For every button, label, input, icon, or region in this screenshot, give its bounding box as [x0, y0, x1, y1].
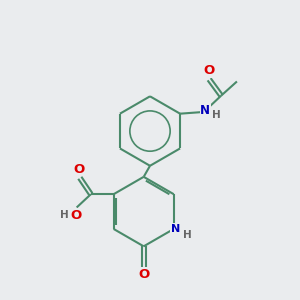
Text: O: O	[203, 64, 214, 77]
Text: H: H	[60, 210, 69, 220]
Text: H: H	[212, 110, 221, 120]
Text: O: O	[138, 268, 149, 281]
Text: H: H	[183, 230, 191, 240]
Text: O: O	[74, 163, 85, 176]
Text: O: O	[70, 209, 82, 222]
Text: N: N	[200, 104, 210, 117]
Text: N: N	[171, 224, 180, 234]
